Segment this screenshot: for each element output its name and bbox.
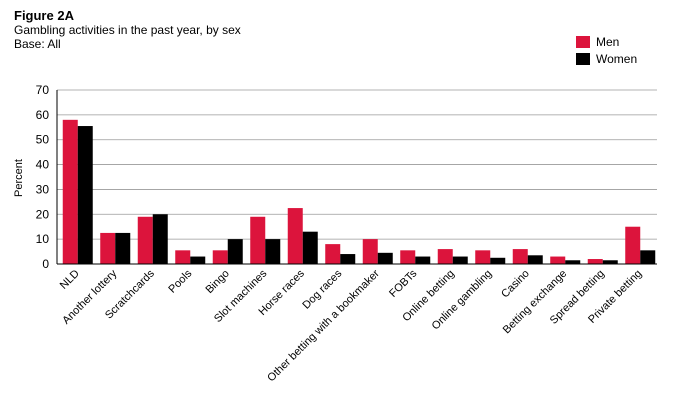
bar-women [602,260,618,264]
legend-label-men: Men [596,34,620,49]
bar-women [565,260,581,264]
x-tick-label: Betting exchange [501,268,570,337]
x-tick-label: NLD [58,268,82,292]
figure-subtitle: Gambling activities in the past year, by… [14,23,241,37]
x-tick-label: Pools [166,267,194,295]
bar-women [452,256,468,264]
legend-swatch-women [576,52,590,65]
y-axis-label: Percent [13,159,25,197]
figure-header: Figure 2A Gambling activities in the pas… [14,8,241,52]
bar-women [527,255,543,264]
bar-men [137,216,153,264]
figure-label: Figure 2A [14,8,74,23]
bar-men [475,250,491,264]
bar-men [325,244,341,264]
bar-women [490,257,506,264]
y-tick-label: 70 [36,83,50,97]
bar-men [212,250,228,264]
y-tick-label: 20 [36,207,50,221]
figure-base: Base: All [14,37,61,51]
bars [62,119,656,265]
bar-women [377,252,393,264]
legend-item-men: Men [576,33,637,50]
bar-men [100,232,116,264]
bar-men [400,250,416,264]
y-tick-label: 50 [36,133,50,147]
y-tick-label: 30 [36,182,50,196]
x-tick-label: FOBTs [387,267,420,300]
bar-women [415,256,431,264]
bar-women [115,232,131,264]
bar-women [640,250,656,264]
bar-men [287,208,303,264]
bar-men [512,249,528,264]
bar-women [340,254,356,264]
bar-women [152,214,168,264]
y-tick-label: 10 [36,232,50,246]
y-tick-label: 0 [42,257,49,271]
x-tick-label: Casino [499,268,532,301]
legend-item-women: Women [576,50,637,67]
bar-women [302,231,318,264]
x-tick-label: Bingo [203,268,231,296]
chart-legend: Men Women [576,33,637,67]
bar-men [250,216,266,264]
legend-label-women: Women [596,51,638,66]
y-tick-label: 60 [36,108,50,122]
bar-men [587,259,603,264]
bar-women [77,126,93,265]
bar-men [62,119,78,264]
y-tick-labels: 0 10 20 30 40 50 60 70 [36,83,50,271]
bar-men [362,239,378,264]
bar-women [190,256,206,264]
bar-men [437,249,453,264]
bar-men [625,226,641,264]
legend-swatch-men [576,35,590,48]
y-tick-label: 40 [36,158,50,172]
bar-men [550,256,566,264]
bar-women [227,239,243,264]
bar-women [265,239,281,264]
bar-men [175,250,191,264]
axes [56,90,657,265]
